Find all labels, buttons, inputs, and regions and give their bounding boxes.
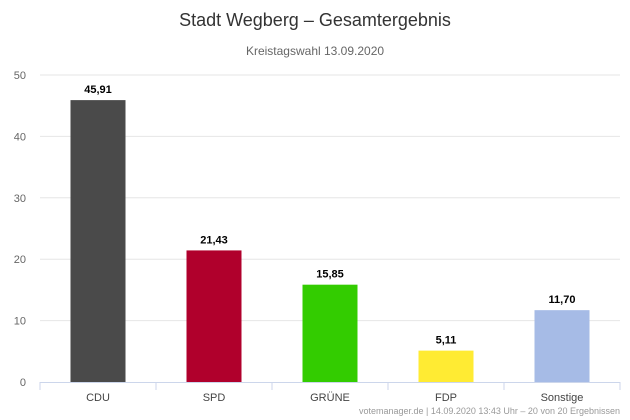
x-axis-labels: CDU SPD GRÜNE FDP Sonstige [86,392,583,404]
data-label: 15,85 [316,269,344,281]
credits-text: votemanager.de | 14.09.2020 13:43 Uhr – … [359,406,620,416]
x-tick-label: FDP [435,392,457,404]
data-label: 45,91 [84,84,112,96]
y-axis-ticks: 0 10 20 30 40 50 [14,70,26,389]
y-tick-label: 10 [14,316,26,328]
bar-sonstige [534,310,590,382]
x-axis [39,382,621,390]
data-label: 11,70 [549,294,576,306]
bar-fdp [418,350,474,382]
data-label: 5,11 [436,335,457,347]
bar-grüne [302,284,358,382]
x-tick-label: CDU [86,392,110,404]
data-label: 21,43 [200,234,228,246]
bar-cdu [70,100,126,382]
chart-subtitle: Kreistagswahl 13.09.2020 [246,44,384,58]
bars [70,100,590,382]
y-tick-label: 30 [14,193,26,205]
x-tick-label: Sonstige [541,392,584,404]
y-tick-label: 40 [14,131,26,143]
chart-title: Stadt Wegberg – Gesamtergebnis [179,10,451,30]
x-tick-label: SPD [203,392,226,404]
y-tick-label: 20 [14,254,26,266]
y-gridlines [40,74,620,322]
y-tick-label: 50 [14,70,26,82]
y-tick-label: 0 [20,377,26,389]
bar-spd [186,250,242,382]
data-labels: 45,91 21,43 15,85 5,11 11,70 [84,84,575,347]
x-tick-label: GRÜNE [310,392,350,404]
